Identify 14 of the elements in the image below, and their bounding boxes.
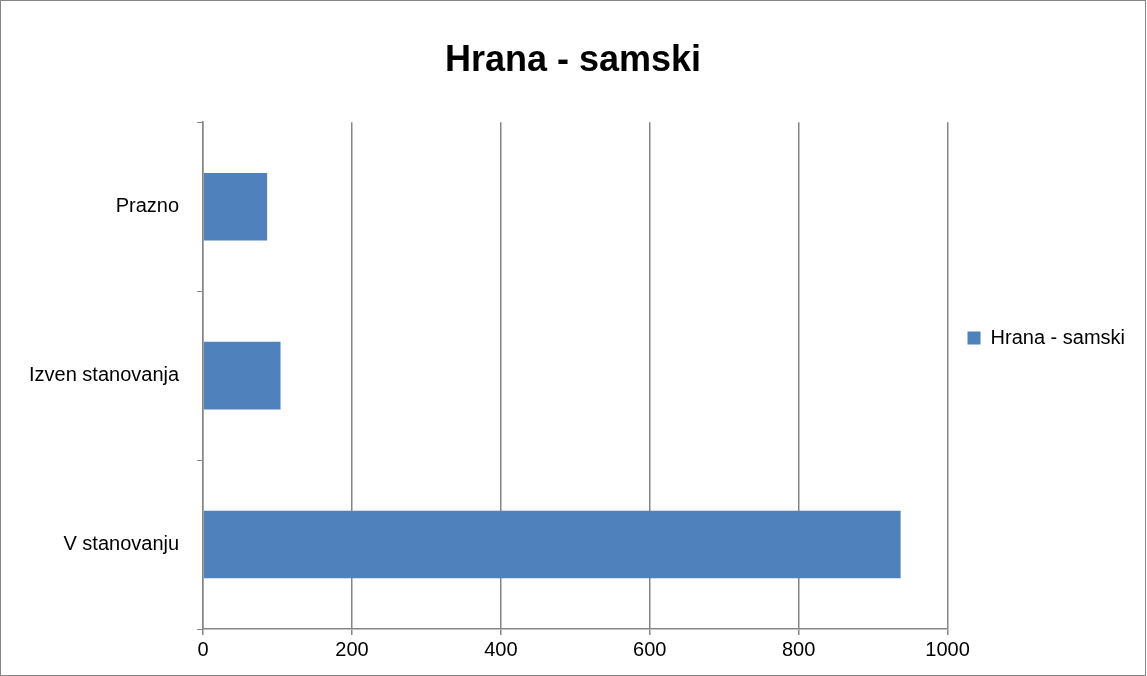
x-tick-label: 1000 [925, 637, 970, 660]
x-tick-label: 0 [197, 637, 209, 660]
y-tick-label: Prazno [115, 194, 180, 217]
x-tick-label: 600 [633, 637, 667, 660]
x-tick-label: 200 [335, 637, 369, 660]
legend-label: Hrana - samski [990, 325, 1126, 348]
x-tick-label: 800 [781, 637, 816, 660]
x-tick-label: 400 [484, 637, 518, 660]
bar [203, 341, 281, 410]
chart-title: Hrana - samski [444, 37, 702, 79]
y-tick-label: V stanovanju [63, 532, 180, 555]
bar [203, 172, 268, 241]
bar [203, 510, 901, 579]
y-tick-label: Izven stanovanja [28, 363, 180, 386]
